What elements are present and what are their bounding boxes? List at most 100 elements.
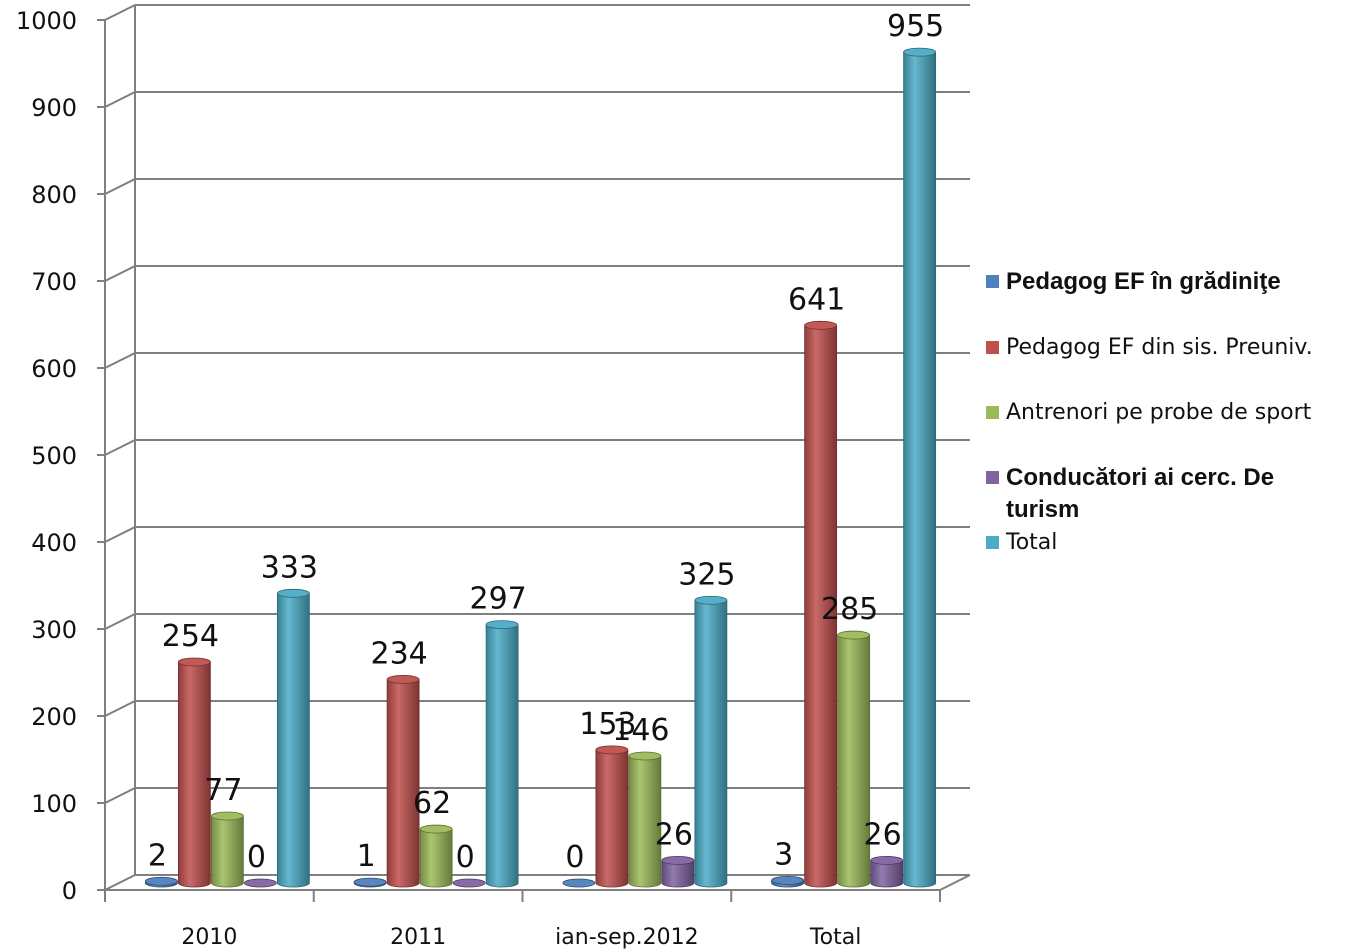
bar xyxy=(870,859,904,888)
x-axis-depth xyxy=(939,874,971,891)
gridline-depth xyxy=(104,352,136,369)
data-label: 26 xyxy=(864,817,902,852)
y-tick-label: 700 xyxy=(31,268,77,296)
legend-label: Conducători ai cerc. De turism xyxy=(1006,464,1275,523)
legend-label: Pedagog EF din sis. Preuniv. xyxy=(1006,335,1313,360)
legend-swatch xyxy=(986,536,999,549)
bar-top xyxy=(210,811,244,821)
legend-label: Pedagog EF în grădiniţe xyxy=(1006,268,1281,295)
data-label: 0 xyxy=(247,840,266,875)
legend-item-antrenori: Antrenori pe probe de sport xyxy=(986,397,1311,429)
data-labels: 2254770333123462029701531462632536412852… xyxy=(148,9,944,875)
data-label: 254 xyxy=(162,619,219,654)
data-label: 2 xyxy=(148,838,167,873)
bar-top xyxy=(903,47,937,57)
bar-top xyxy=(419,824,453,834)
bar-top xyxy=(628,751,662,761)
y-tick-label: 200 xyxy=(31,703,77,731)
legend-swatch xyxy=(986,341,999,354)
gridline-depth xyxy=(104,439,136,456)
data-label: 3 xyxy=(774,837,793,872)
bar-top xyxy=(562,878,596,888)
bar-top xyxy=(485,620,519,630)
bar-top xyxy=(452,878,486,888)
gridline-depth xyxy=(104,787,136,804)
bar-top xyxy=(870,855,904,865)
bar xyxy=(694,599,728,888)
legend-item-total: Total xyxy=(986,527,1057,559)
data-label: 146 xyxy=(612,713,669,748)
data-label: 333 xyxy=(261,550,318,585)
bar-top xyxy=(353,877,387,887)
y-tick-label: 600 xyxy=(31,355,77,383)
x-tick-label: ian-sep.2012 xyxy=(555,925,698,950)
data-label: 1 xyxy=(357,839,376,874)
bar-top xyxy=(276,588,310,598)
x-tick-label: 2011 xyxy=(390,925,446,950)
bar xyxy=(386,679,420,888)
bar xyxy=(661,859,695,888)
bar xyxy=(177,661,211,888)
y-tick-label: 1000 xyxy=(16,7,77,35)
x-tick-label: 2010 xyxy=(181,925,237,950)
y-tick-label: 500 xyxy=(31,442,77,470)
y-tick-label: 800 xyxy=(31,181,77,209)
bar xyxy=(419,828,453,888)
data-label: 955 xyxy=(887,9,944,44)
bar xyxy=(276,592,310,888)
legend-swatch xyxy=(986,275,999,288)
bar xyxy=(210,815,244,888)
bar-top xyxy=(144,876,178,886)
gridline-depth xyxy=(104,178,136,195)
data-label: 0 xyxy=(456,840,475,875)
bar xyxy=(485,624,519,888)
gridline-depth xyxy=(104,700,136,717)
bar-top xyxy=(771,875,805,885)
data-label: 0 xyxy=(565,840,584,875)
gridline-depth xyxy=(104,613,136,630)
data-label: 285 xyxy=(821,592,878,627)
bar-top xyxy=(694,595,728,605)
y-tick-label: 400 xyxy=(31,529,77,557)
data-label: 325 xyxy=(678,557,735,592)
legend-swatch xyxy=(986,406,999,419)
data-label: 77 xyxy=(204,773,242,808)
y-tick-label: 0 xyxy=(62,877,77,905)
bar xyxy=(628,755,662,888)
bar xyxy=(903,51,937,888)
data-label: 26 xyxy=(655,817,693,852)
y-tick-label: 300 xyxy=(31,616,77,644)
legend-swatch xyxy=(986,471,999,484)
legend-item-pedagog-gradinite: Pedagog EF în grădiniţe xyxy=(986,266,1281,298)
data-label: 62 xyxy=(413,786,451,821)
data-label: 297 xyxy=(469,582,526,617)
bar-top xyxy=(177,657,211,667)
legend-item-pedagog-preuniv: Pedagog EF din sis. Preuniv. xyxy=(986,332,1313,364)
legend-item-conducatori: Conducători ai cerc. De turism xyxy=(986,462,1346,526)
bar xyxy=(837,634,871,888)
bar-top xyxy=(661,855,695,865)
bars xyxy=(144,47,937,888)
bar-top xyxy=(804,320,838,330)
y-tick-label: 100 xyxy=(31,790,77,818)
gridline-depth xyxy=(104,874,136,891)
bar-top xyxy=(595,745,629,755)
data-label: 641 xyxy=(788,282,845,317)
gridline-depth xyxy=(104,265,136,282)
legend-label: Total xyxy=(1006,530,1058,555)
x-tick-label: Total xyxy=(809,925,861,950)
gridline-depth xyxy=(104,4,136,21)
data-label: 153 xyxy=(579,707,636,742)
gridline-depth xyxy=(104,526,136,543)
data-label: 234 xyxy=(370,636,427,671)
legend-label: Antrenori pe probe de sport xyxy=(1006,400,1312,425)
gridline-depth xyxy=(104,91,136,108)
bar xyxy=(595,749,629,888)
y-tick-label: 900 xyxy=(31,94,77,122)
bar-top xyxy=(837,630,871,640)
bar-top xyxy=(386,675,420,684)
bar-top xyxy=(243,878,277,888)
bar xyxy=(804,324,838,888)
